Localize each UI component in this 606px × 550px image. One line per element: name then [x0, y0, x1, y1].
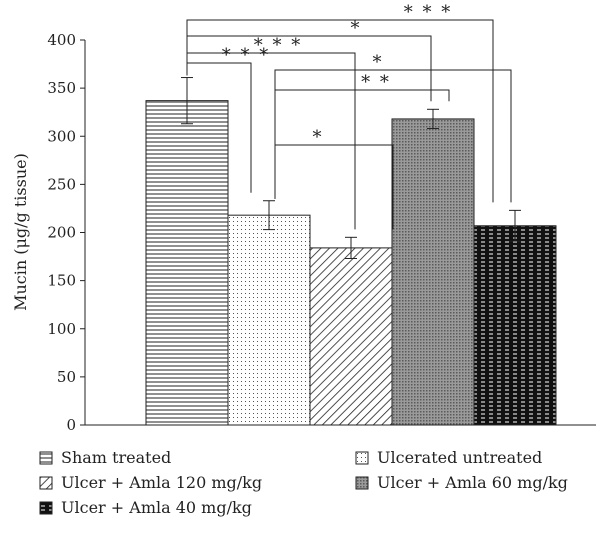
error-bars [181, 77, 521, 259]
significance-label: * * * [254, 35, 302, 56]
significance-bracket [274, 89, 450, 199]
bars [145, 100, 557, 426]
y-tick-label: 50 [57, 368, 76, 386]
significance-brackets: * * *** * ** * * ** ** [186, 2, 512, 230]
significance-label: * [313, 127, 324, 148]
significance-label: * [373, 52, 384, 73]
y-tick-label: 150 [47, 272, 76, 290]
significance-label: * * * [222, 45, 270, 66]
legend-swatch [39, 451, 53, 465]
bar [227, 214, 311, 426]
legend-label: Ulcer + Amla 120 mg/kg [61, 473, 262, 492]
significance-label: * [351, 18, 362, 39]
y-tick-label: 350 [47, 79, 76, 97]
legend-swatch [355, 451, 369, 465]
legend-label: Ulcer + Amla 60 mg/kg [377, 473, 568, 492]
y-tick-label: 0 [66, 416, 76, 434]
y-tick-label: 400 [47, 31, 76, 49]
legend-label: Ulcerated untreated [377, 448, 542, 467]
y-tick-label: 250 [47, 175, 76, 193]
bar [309, 247, 393, 426]
y-tick-label: 300 [47, 127, 76, 145]
y-tick-label: 200 [47, 224, 76, 242]
significance-label: * * [361, 72, 391, 93]
significance-bracket [186, 62, 252, 193]
significance-label: * * * [404, 2, 452, 23]
bar [391, 118, 475, 426]
bar [145, 100, 229, 426]
legend: Sham treated Ulcerated untreated Ulcer + A… [39, 448, 568, 517]
legend-swatch [39, 501, 53, 515]
legend-label: Sham treated [61, 448, 171, 467]
legend-swatch [39, 476, 53, 490]
y-tick-label: 100 [47, 320, 76, 338]
bar [473, 225, 557, 426]
legend-swatch [355, 476, 369, 490]
significance-bracket [274, 144, 394, 230]
legend-label: Ulcer + Amla 40 mg/kg [61, 498, 252, 517]
y-axis-title: Mucin (μg/g tissue) [11, 153, 30, 311]
axes: 0 50 100 150 200 250 300 350 400 [47, 31, 596, 434]
